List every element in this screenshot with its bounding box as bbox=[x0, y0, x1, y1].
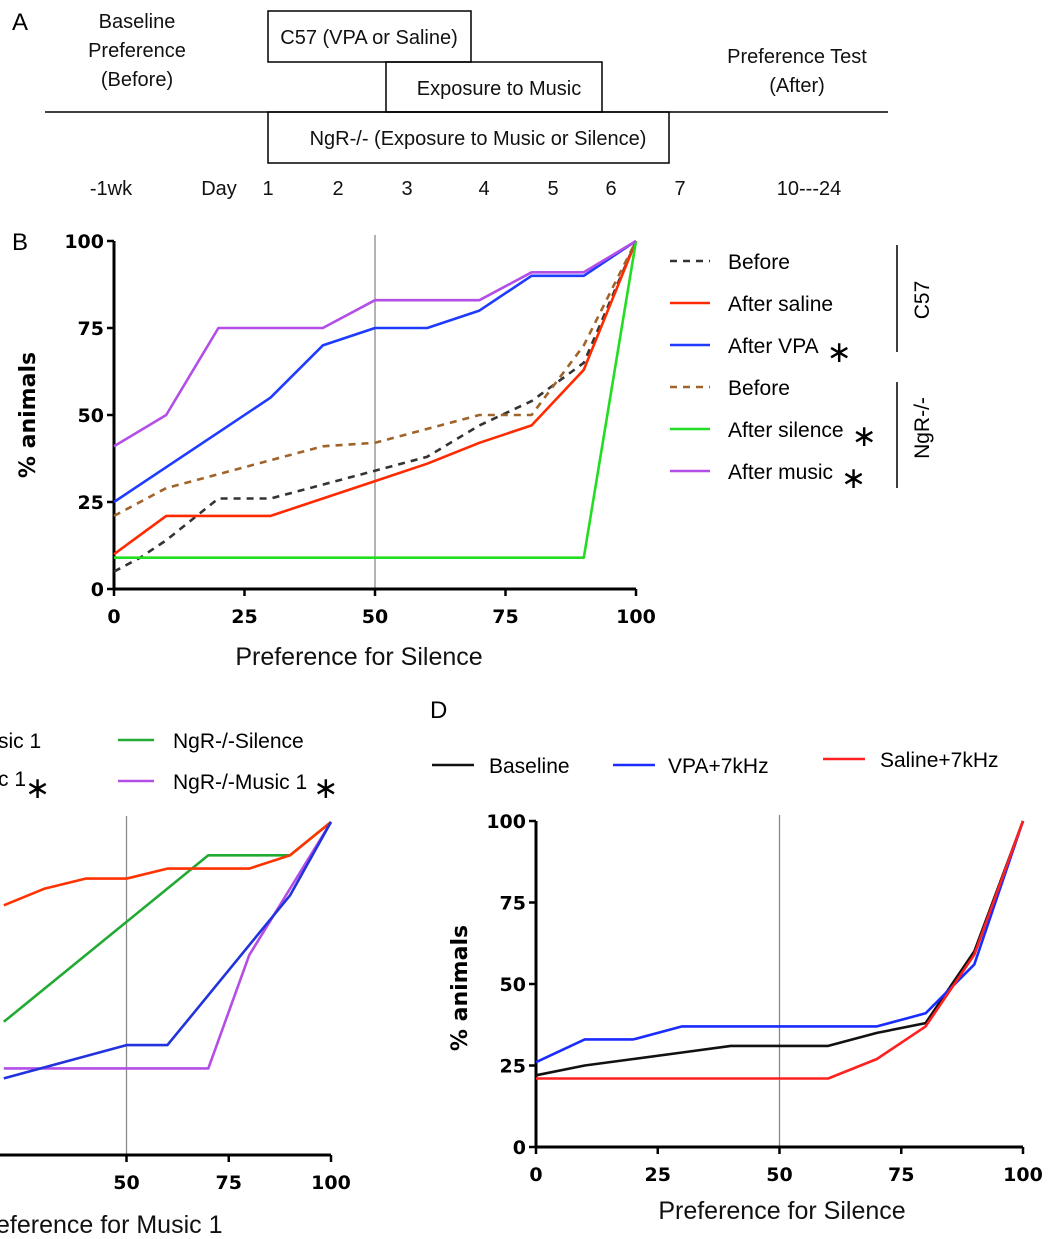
day-5: 5 bbox=[547, 178, 558, 200]
panel-b-y-tick-label: 75 bbox=[78, 318, 104, 340]
panel-b-significance-star: ∗ bbox=[852, 420, 877, 453]
panel-c-partial-legend-1: sic 1 bbox=[0, 730, 41, 753]
panel-c-series-line-1 bbox=[4, 822, 331, 1022]
panel-d-chart: D % animals Preference for Silence Basel… bbox=[430, 697, 1043, 1225]
panel-b-y-tick-label: 25 bbox=[78, 492, 104, 514]
day-label: Day bbox=[201, 178, 237, 200]
baseline-line-3: (Before) bbox=[101, 69, 173, 91]
panel-c-x-tick-label: 100 bbox=[311, 1172, 351, 1194]
pref-test-line-2: (After) bbox=[769, 75, 825, 97]
panel-a-timeline: A Baseline Preference (Before) C57 (VPA … bbox=[12, 9, 888, 200]
c57-box-label: C57 (VPA or Saline) bbox=[280, 27, 458, 49]
baseline-line-2: Preference bbox=[88, 40, 186, 62]
panel-b-y-tick-label: 50 bbox=[78, 405, 104, 427]
panel-d-y-tick-label: 0 bbox=[513, 1137, 526, 1159]
ngr-box-label: NgR-/- (Exposure to Music or Silence) bbox=[310, 128, 647, 150]
panel-b-legend-label: After music bbox=[728, 461, 833, 484]
group-label-ngr: NgR-/- bbox=[911, 397, 934, 459]
day-7: 7 bbox=[674, 178, 685, 200]
panel-c-chart: eference for Music 1 sic 1 c 1 ∗ NgR-/-S… bbox=[0, 730, 351, 1239]
panel-b-x-tick-label: 25 bbox=[231, 606, 257, 628]
panel-d-x-tick-label: 0 bbox=[529, 1164, 542, 1186]
panel-label-d: D bbox=[430, 697, 447, 724]
panel-b-ylabel: % animals bbox=[16, 352, 41, 478]
panel-c-significance-star: ∗ bbox=[313, 772, 338, 805]
panel-b-legend-label: After VPA bbox=[728, 335, 819, 358]
panel-d-legend-label: VPA+7kHz bbox=[668, 755, 769, 778]
day-6: 6 bbox=[605, 178, 616, 200]
panel-d-y-tick-label: 25 bbox=[500, 1056, 526, 1078]
panel-d-x-tick-label: 50 bbox=[766, 1164, 792, 1186]
panel-d-legend-label: Saline+7kHz bbox=[880, 749, 998, 772]
panel-b-x-tick-label: 75 bbox=[492, 606, 518, 628]
panel-b-legend-label: After silence bbox=[728, 419, 844, 442]
panel-c-legend: NgR-/-Silence NgR-/-Music 1 ∗ bbox=[118, 730, 338, 805]
panel-c-partial-star: ∗ bbox=[25, 772, 50, 805]
panel-b-y-tick-label: 0 bbox=[91, 579, 104, 601]
music-box-label: Exposure to Music bbox=[417, 78, 582, 100]
panel-label-b: B bbox=[12, 229, 28, 256]
panel-b-legend-label: Before bbox=[728, 377, 790, 400]
panel-b-legend: Before After saline After VPA ∗ Before After … bbox=[670, 251, 877, 495]
panel-d-legend-label: Baseline bbox=[489, 755, 570, 778]
panel-c-x-tick-label: 75 bbox=[216, 1172, 242, 1194]
panel-d-x-tick-label: 25 bbox=[645, 1164, 671, 1186]
panel-c-series-line-4 bbox=[4, 822, 331, 1078]
day-range: 10---24 bbox=[777, 178, 841, 200]
panel-b-x-tick-label: 100 bbox=[616, 606, 656, 628]
day-3: 3 bbox=[401, 178, 412, 200]
panel-d-x-tick-label: 75 bbox=[888, 1164, 914, 1186]
panel-d-y-tick-label: 75 bbox=[500, 893, 526, 915]
panel-b-x-tick-label: 50 bbox=[362, 606, 388, 628]
panel-c-xlabel: eference for Music 1 bbox=[0, 1211, 223, 1239]
panel-b-xlabel: Preference for Silence bbox=[235, 643, 482, 671]
panel-b-chart: B % animals Preference for Silence Befor… bbox=[12, 229, 934, 671]
panel-d-x-tick-label: 100 bbox=[1003, 1164, 1043, 1186]
panel-d-legend: Baseline VPA+7kHz Saline+7kHz bbox=[432, 749, 998, 778]
panel-b-significance-star: ∗ bbox=[841, 462, 866, 495]
panel-b-significance-star: ∗ bbox=[827, 336, 852, 369]
panel-b-legend-label: After saline bbox=[728, 293, 833, 316]
panel-b-x-tick-label: 0 bbox=[107, 606, 120, 628]
panel-c-series-line-3 bbox=[4, 822, 331, 905]
panel-c-legend-label: NgR-/-Music 1 bbox=[173, 771, 307, 794]
panel-c-x-tick-label: 50 bbox=[113, 1172, 139, 1194]
panel-d-y-tick-label: 100 bbox=[486, 811, 526, 833]
panel-d-y-tick-label: 50 bbox=[500, 974, 526, 996]
day-2: 2 bbox=[332, 178, 343, 200]
panel-d-ylabel: % animals bbox=[448, 925, 473, 1051]
panel-d-xlabel: Preference for Silence bbox=[658, 1197, 905, 1225]
pref-test-line-1: Preference Test bbox=[727, 46, 867, 68]
group-label-c57: C57 bbox=[911, 281, 934, 320]
day-1: 1 bbox=[262, 178, 273, 200]
day-4: 4 bbox=[478, 178, 489, 200]
baseline-line-1: Baseline bbox=[99, 11, 176, 33]
panel-b-legend-label: Before bbox=[728, 251, 790, 274]
panel-c-legend-label: NgR-/-Silence bbox=[173, 730, 304, 753]
panel-label-a: A bbox=[12, 9, 28, 36]
minus-week-label: -1wk bbox=[90, 178, 133, 200]
panel-c-partial-legend-2: c 1 bbox=[0, 768, 26, 791]
panel-b-y-tick-label: 100 bbox=[64, 231, 104, 253]
